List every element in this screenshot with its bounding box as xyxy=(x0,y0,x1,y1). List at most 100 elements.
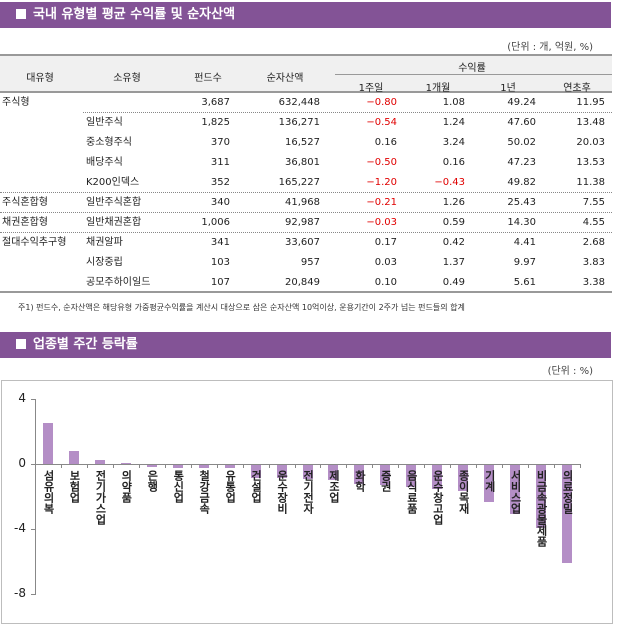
bar-서비스업 xyxy=(510,465,521,514)
x-tick xyxy=(320,464,322,468)
cell-net-assets: 16,527 xyxy=(285,137,320,148)
cell-1week: −1.20 xyxy=(366,177,397,188)
table-row: 공모주하이일드 107 20,849 0.10 0.49 5.61 3.38 xyxy=(0,273,612,293)
bar-운수장비 xyxy=(276,465,287,478)
bar-기계 xyxy=(484,465,495,503)
x-category-label: 비금속광물제품 xyxy=(535,470,549,547)
x-tick xyxy=(164,464,166,468)
x-tick xyxy=(35,464,36,468)
table-header: 대유형 소유형 펀드수 순자산액 수익률 1주일 1개월 1년 연초후 xyxy=(0,54,612,94)
cell-1week: 0.17 xyxy=(374,237,397,248)
x-category-label: 종이목재 xyxy=(457,470,471,514)
x-tick xyxy=(424,464,426,468)
cell-net-assets: 136,271 xyxy=(278,117,320,128)
cell-ytd: 4.55 xyxy=(582,217,605,228)
cell-ytd: 13.53 xyxy=(576,157,605,168)
cell-1year: 14.30 xyxy=(507,217,536,228)
x-tick xyxy=(372,464,374,468)
cell-fund-count: 340 xyxy=(210,197,230,208)
header-divider xyxy=(335,74,612,75)
x-axis xyxy=(35,464,581,465)
header-ytd: 연초후 xyxy=(563,83,591,94)
x-tick xyxy=(60,464,62,468)
cell-ytd: 3.38 xyxy=(582,277,605,288)
cell-minor-type: 일반주식혼합 xyxy=(86,197,142,208)
cell-net-assets: 33,607 xyxy=(285,237,320,248)
x-category-label: 기계 xyxy=(483,470,497,492)
bar-화학 xyxy=(354,465,365,484)
unit-label: (단위 : 개, 억원, %) xyxy=(507,42,593,53)
square-bullet-icon xyxy=(16,9,26,19)
y-tick xyxy=(31,529,35,530)
y-tick-label: 4 xyxy=(18,391,26,405)
cell-fund-count: 3,687 xyxy=(201,97,230,108)
cell-1year: 49.82 xyxy=(507,177,536,188)
cell-1month: −0.43 xyxy=(434,177,465,188)
cell-1month: 0.16 xyxy=(442,157,465,168)
cell-fund-count: 1,006 xyxy=(201,217,230,228)
table-row: 일반주식 1,825 136,271 −0.54 1.24 47.60 13.48 xyxy=(0,113,612,133)
square-bullet-icon xyxy=(16,339,26,349)
header-1month: 1개월 xyxy=(425,83,451,94)
table-row: 시장중립 103 957 0.03 1.37 9.97 3.83 xyxy=(0,253,612,273)
x-category-label: 보험업 xyxy=(67,470,81,503)
bar-제조업 xyxy=(328,465,339,480)
x-tick xyxy=(528,464,530,468)
table-row: 주식혼합형 일반주식혼합 340 41,968 −0.21 1.26 25.43 7.55 xyxy=(0,193,612,213)
cell-minor-type: 중소형주식 xyxy=(86,137,132,148)
table-row: 중소형주식 370 16,527 0.16 3.24 50.02 20.03 xyxy=(0,133,612,153)
cell-ytd: 13.48 xyxy=(576,117,605,128)
cell-1year: 47.60 xyxy=(507,117,536,128)
unit-label: (단위 : %) xyxy=(547,366,593,377)
cell-fund-count: 311 xyxy=(210,157,230,168)
x-tick xyxy=(86,464,88,468)
fund-returns-table: 대유형 소유형 펀드수 순자산액 수익률 1주일 1개월 1년 연초후 주식형 3… xyxy=(0,54,612,293)
bar-종이목재 xyxy=(458,465,469,491)
cell-major-type: 주식형 xyxy=(2,97,30,108)
cell-1month: 1.24 xyxy=(442,117,465,128)
cell-1month: 1.08 xyxy=(442,97,465,108)
bar-전기가스업 xyxy=(94,459,105,464)
header-1week: 1주일 xyxy=(358,83,384,94)
section-title: 업종별 주간 등락률 xyxy=(33,337,138,352)
cell-1week: −0.80 xyxy=(366,97,397,108)
x-tick xyxy=(346,464,348,468)
x-category-label: 의료정밀 xyxy=(561,470,574,514)
x-category-label: 철강금속 xyxy=(197,470,211,514)
x-tick xyxy=(190,464,192,468)
cell-major-type: 절대수익추구형 xyxy=(2,237,67,248)
cell-net-assets: 92,987 xyxy=(285,217,320,228)
bar-은행 xyxy=(146,465,157,467)
cell-minor-type: 공모주하이일드 xyxy=(86,277,151,288)
cell-major-type: 주식혼합형 xyxy=(2,197,48,208)
x-tick xyxy=(579,464,581,468)
cell-net-assets: 41,968 xyxy=(285,197,320,208)
row-divider xyxy=(83,112,612,113)
cell-net-assets: 632,448 xyxy=(278,97,320,108)
header-net-assets: 순자산액 xyxy=(266,73,304,84)
cell-1year: 47.23 xyxy=(507,157,536,168)
cell-1month: 0.42 xyxy=(442,237,465,248)
x-category-label: 통신업 xyxy=(171,470,185,503)
bar-섬유의복 xyxy=(43,423,53,464)
cell-1year: 50.02 xyxy=(507,137,536,148)
section-title-band: 업종별 주간 등락률 xyxy=(0,332,611,358)
y-tick-label: 0 xyxy=(18,456,26,470)
cell-minor-type: 일반주식 xyxy=(86,117,123,128)
x-tick xyxy=(476,464,478,468)
cell-fund-count: 370 xyxy=(210,137,230,148)
x-category-label: 섬유의복 xyxy=(42,470,55,514)
cell-minor-type: 시장중립 xyxy=(86,257,123,268)
header-1year: 1년 xyxy=(500,83,516,94)
footnote: 주1) 펀드수, 순자산액은 해당유형 가중평균수익률을 계산시 대상으로 삼은… xyxy=(18,303,465,312)
bar-유통업 xyxy=(224,465,235,469)
y-axis xyxy=(35,399,36,595)
cell-net-assets: 20,849 xyxy=(285,277,320,288)
bar-음식료품 xyxy=(406,465,417,487)
cell-fund-count: 107 xyxy=(210,277,230,288)
header-minor-type: 소유형 xyxy=(113,73,141,84)
x-category-label: 운수창고업 xyxy=(431,470,445,525)
cell-ytd: 3.83 xyxy=(582,257,605,268)
y-tick xyxy=(31,594,35,595)
cell-1week: 0.16 xyxy=(374,137,397,148)
